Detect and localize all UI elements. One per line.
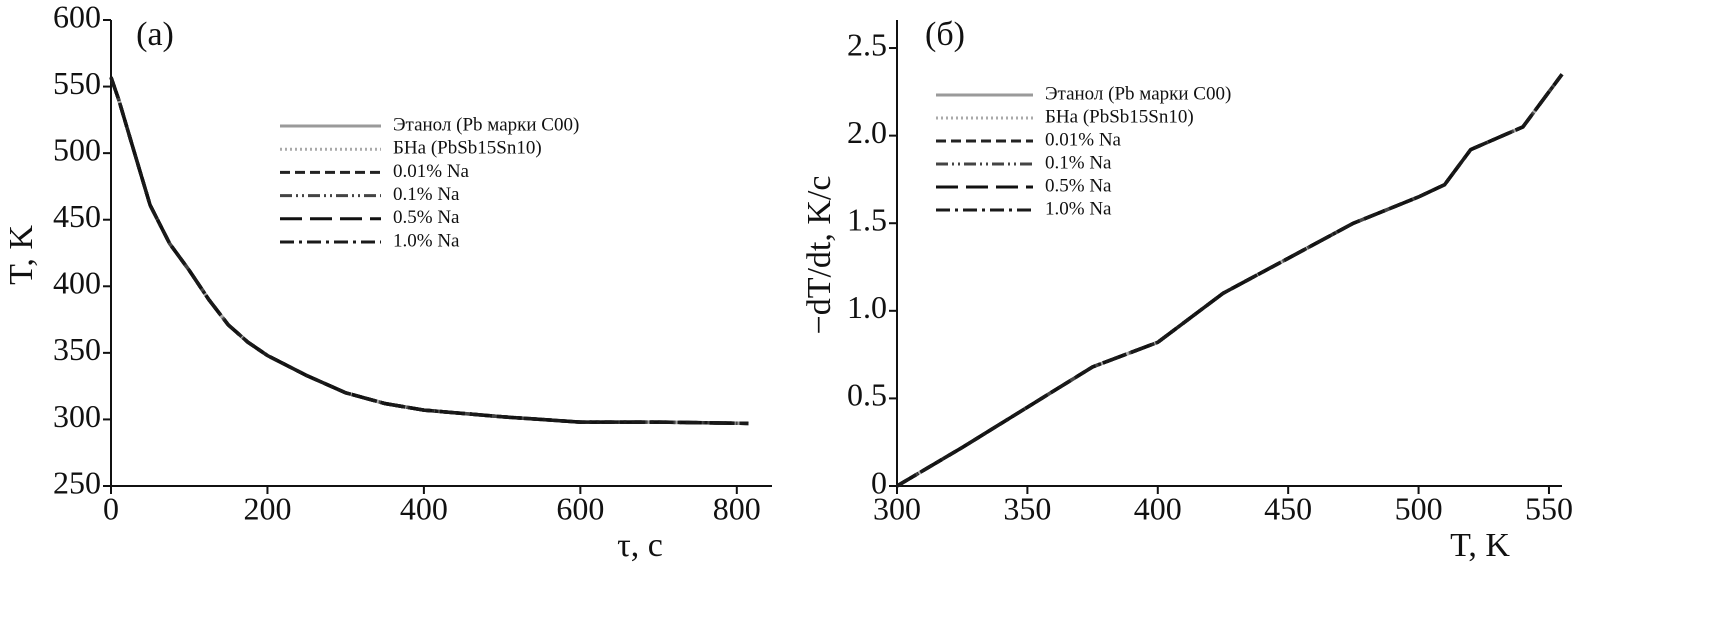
panel-label: (а) <box>136 16 174 53</box>
x-tick-label: 550 <box>1525 490 1573 526</box>
x-tick-label: 600 <box>556 490 604 526</box>
legend-label: 1.0% Na <box>1045 198 1112 219</box>
x-tick-label: 400 <box>1134 490 1182 526</box>
y-tick-label: 550 <box>53 65 101 101</box>
series-line <box>896 73 1564 488</box>
y-tick-label: 1.5 <box>847 202 887 238</box>
x-tick-label: 400 <box>400 490 448 526</box>
y-tick-label: 0.5 <box>847 377 887 413</box>
y-tick-label: 400 <box>53 265 101 301</box>
x-tick-label: 0 <box>103 490 119 526</box>
y-tick-label: 600 <box>53 0 101 34</box>
legend-label: 1.0% Na <box>393 230 460 251</box>
legend-label: 0.1% Na <box>1045 152 1112 173</box>
panel-label: (б) <box>925 16 965 53</box>
y-tick-label: 300 <box>53 398 101 434</box>
y-tick-label: 250 <box>53 464 101 500</box>
series-line <box>896 73 1564 488</box>
legend-label: 0.01% Na <box>1045 129 1122 150</box>
legend-label: 0.5% Na <box>1045 175 1112 196</box>
y-tick-label: 0 <box>871 464 887 500</box>
legend-label: Этанол (Pb марки С00) <box>393 114 579 135</box>
legend-label: Этанол (Pb марки С00) <box>1045 83 1231 104</box>
series-line <box>109 76 749 426</box>
y-tick-label: 350 <box>53 331 101 367</box>
y-tick-label: 450 <box>53 198 101 234</box>
y-tick-label: 1.0 <box>847 289 887 325</box>
y-axis-label: −dT/dt, K/с <box>801 176 838 335</box>
x-tick-label: 450 <box>1264 490 1312 526</box>
x-tick-label: 800 <box>713 490 761 526</box>
legend-label: БНа (PbSb15Sn10) <box>1045 106 1194 127</box>
legend-label: 0.1% Na <box>393 184 460 205</box>
x-tick-label: 500 <box>1395 490 1443 526</box>
x-axis-label: τ, с <box>617 527 663 564</box>
y-tick-label: 2.5 <box>847 26 887 62</box>
legend-label: БНа (PbSb15Sn10) <box>393 138 542 159</box>
x-axis-label: T, K <box>1450 527 1510 564</box>
y-tick-label: 500 <box>53 131 101 167</box>
y-tick-label: 2.0 <box>847 114 887 150</box>
x-tick-label: 200 <box>243 490 291 526</box>
y-axis-label: T, K <box>3 225 40 285</box>
x-tick-label: 300 <box>873 490 921 526</box>
legend-label: 0.5% Na <box>393 207 460 228</box>
legend-label: 0.01% Na <box>393 161 470 182</box>
x-tick-label: 350 <box>1003 490 1051 526</box>
